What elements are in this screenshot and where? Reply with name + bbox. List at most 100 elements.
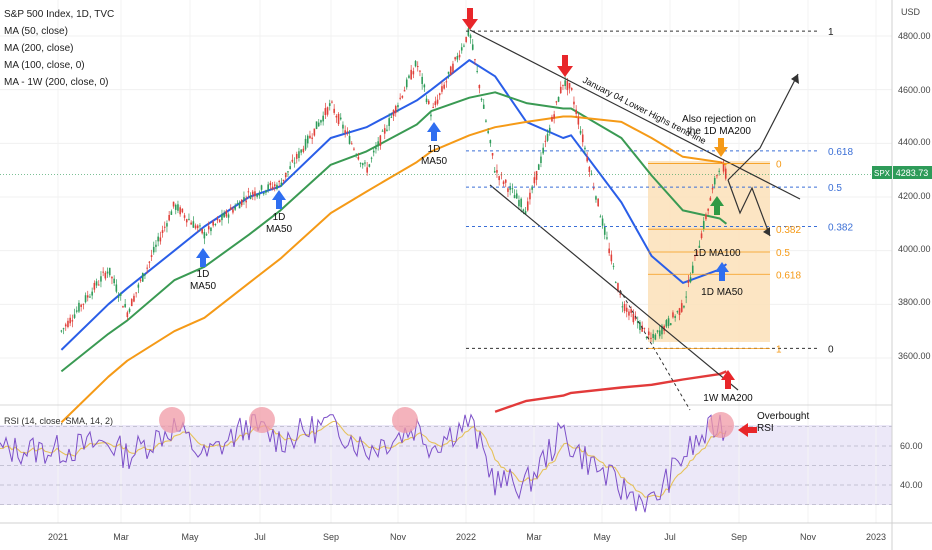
ma50-label-a2: MA50 xyxy=(190,281,217,292)
candle-body-23 xyxy=(111,276,113,279)
candle-body-71 xyxy=(216,219,219,221)
candle-body-194 xyxy=(487,131,489,134)
candle-body-196 xyxy=(491,153,494,156)
candle-body-268 xyxy=(650,337,652,339)
candle-body-280 xyxy=(676,311,679,313)
projection-up-head xyxy=(791,74,799,84)
candle-body-2 xyxy=(64,324,67,327)
candle-body-279 xyxy=(674,316,676,318)
candle-body-287 xyxy=(691,265,694,274)
candle-body-102 xyxy=(284,172,287,178)
candle-body-122 xyxy=(328,103,331,106)
fib-levels: 1 0.618 0.5 0.382 0 0 0.382 0.5 0.618 1 xyxy=(0,27,892,355)
candle-body-19 xyxy=(102,271,104,273)
candle-body-167 xyxy=(427,100,430,104)
time-label-may21: May xyxy=(181,532,199,542)
candle-body-162 xyxy=(416,66,419,68)
candle-body-58 xyxy=(188,218,190,220)
candle-body-217 xyxy=(537,164,540,170)
candle-body-116 xyxy=(315,121,318,129)
candle-body-82 xyxy=(240,199,243,206)
candle-body-5 xyxy=(71,320,74,322)
candle-body-236 xyxy=(579,130,582,134)
candle-body-277 xyxy=(669,323,672,326)
candle-body-225 xyxy=(555,101,558,103)
candle-body-291 xyxy=(700,233,703,239)
ma50-label-c1: 1D xyxy=(428,144,441,155)
candle-body-134 xyxy=(355,154,357,156)
candle-body-77 xyxy=(229,207,232,210)
candle-body-228 xyxy=(562,84,564,86)
fib-left-label-3: 0.382 xyxy=(828,223,853,234)
candle-body-85 xyxy=(247,191,250,193)
candle-body-255 xyxy=(621,306,624,308)
candle-body-48 xyxy=(166,223,168,227)
blue-arrow-1 xyxy=(196,248,210,267)
candle-body-130 xyxy=(346,131,349,133)
candle-body-148 xyxy=(386,129,388,131)
candle-body-41 xyxy=(150,255,153,257)
candle-body-139 xyxy=(366,167,368,173)
fib-box-label-1: 0.382 xyxy=(776,225,801,236)
candle-body-140 xyxy=(368,164,371,167)
fib-box-label-2: 0.5 xyxy=(776,248,790,259)
candle-body-24 xyxy=(113,278,115,284)
time-label-mar22: Mar xyxy=(526,532,542,542)
candle-body-206 xyxy=(513,195,516,199)
fib-left-label-1: 0.618 xyxy=(828,147,853,158)
candle-body-251 xyxy=(612,265,615,267)
legend: S&P 500 Index, 1D, TVC MA (50, close) MA… xyxy=(4,9,114,88)
candle-body-36 xyxy=(139,279,142,281)
candle-body-110 xyxy=(302,148,305,152)
candle-body-161 xyxy=(414,61,417,67)
time-label-2022: 2022 xyxy=(456,532,476,542)
candle-body-227 xyxy=(559,86,562,94)
candle-body-95 xyxy=(269,182,272,186)
arrows xyxy=(196,8,757,437)
candle-body-271 xyxy=(656,330,659,332)
candle-body-220 xyxy=(544,140,547,142)
price-axis-currency: USD xyxy=(901,7,921,17)
candle-body-100 xyxy=(280,182,283,187)
ma50-label-a1: 1D xyxy=(197,269,210,280)
candle-body-49 xyxy=(168,215,170,221)
candle-body-149 xyxy=(388,118,390,126)
candle-body-99 xyxy=(278,181,280,183)
candle-body-232 xyxy=(570,88,573,90)
candle-body-13 xyxy=(89,296,91,298)
candle-body-52 xyxy=(174,204,177,210)
fib-left-label-4: 0 xyxy=(828,344,834,355)
candle-body-37 xyxy=(141,272,144,282)
candle-body-250 xyxy=(610,254,613,262)
candle-body-72 xyxy=(218,219,221,223)
candle-body-222 xyxy=(548,127,551,133)
candle-body-29 xyxy=(124,303,126,308)
candle-body-302 xyxy=(724,168,727,179)
candle-body-182 xyxy=(460,47,463,51)
candle-body-221 xyxy=(546,133,549,141)
fib-left-label-0: 1 xyxy=(828,27,834,38)
rsi-indicator-label: RSI (14, close, SMA, 14, 2) xyxy=(4,416,113,426)
candle-body-8 xyxy=(78,302,80,312)
candle-body-74 xyxy=(223,212,225,218)
overbought-label-2: RSI xyxy=(757,423,774,434)
candle-body-144 xyxy=(377,141,379,147)
candle-body-215 xyxy=(533,177,536,184)
candle-body-156 xyxy=(403,90,406,92)
candle-body-224 xyxy=(553,114,555,119)
candle-body-243 xyxy=(595,196,597,200)
candle-body-170 xyxy=(434,101,437,106)
time-label-nov21: Nov xyxy=(390,532,407,542)
candle-body-229 xyxy=(564,80,566,87)
candle-body-188 xyxy=(474,59,476,61)
price-tick-3600: 3600.00 xyxy=(898,351,931,361)
candle-body-114 xyxy=(311,137,313,139)
red-arrow-rsi xyxy=(738,423,757,437)
candle-body-238 xyxy=(584,147,586,150)
candle-body-158 xyxy=(408,75,410,78)
candle-body-65 xyxy=(203,232,206,239)
candle-body-190 xyxy=(478,85,481,89)
candle-body-281 xyxy=(678,308,681,315)
candle-body-18 xyxy=(100,276,102,282)
candle-body-292 xyxy=(702,221,705,230)
